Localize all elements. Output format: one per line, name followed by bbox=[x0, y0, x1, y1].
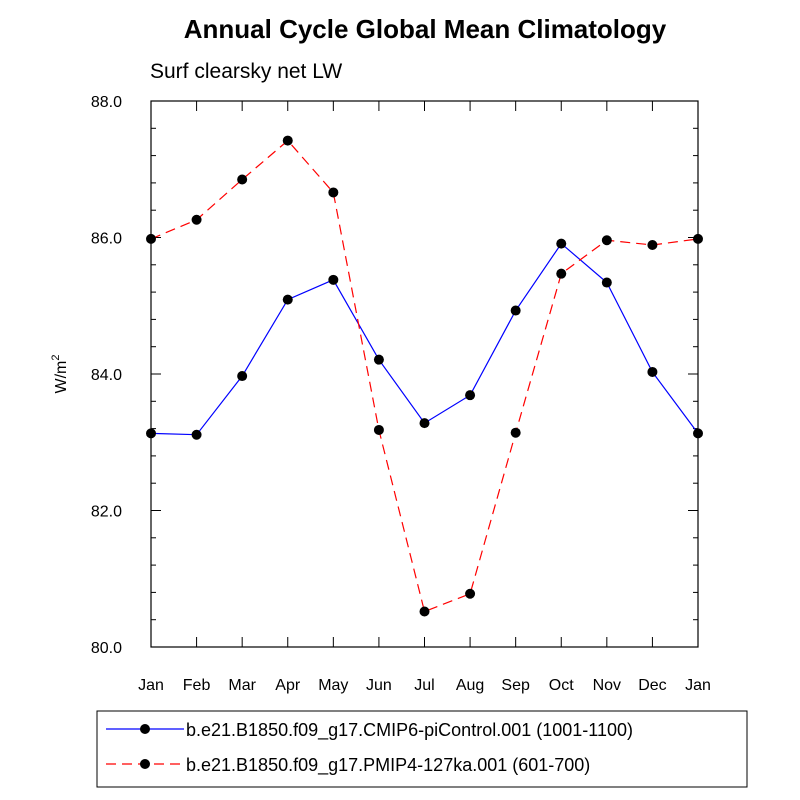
data-point bbox=[191, 214, 202, 225]
data-point bbox=[601, 277, 612, 288]
chart-title: Annual Cycle Global Mean Climatology bbox=[184, 14, 667, 44]
data-point bbox=[510, 305, 521, 316]
data-point bbox=[373, 424, 384, 435]
data-point bbox=[465, 588, 476, 599]
y-axis-label-text: W/m bbox=[53, 361, 70, 394]
chart-subtitle: Surf clearsky net LW bbox=[150, 60, 342, 83]
svg-text:W/m2: W/m2 bbox=[50, 355, 70, 394]
legend-swatch-marker-0 bbox=[140, 724, 150, 734]
series-layer bbox=[146, 135, 703, 617]
data-point bbox=[647, 240, 658, 251]
data-point bbox=[510, 427, 521, 438]
data-point bbox=[419, 418, 430, 429]
data-point bbox=[373, 354, 384, 365]
axis-ticks bbox=[150, 100, 699, 648]
data-point bbox=[556, 268, 567, 279]
y-tick-label: 84.0 bbox=[91, 367, 122, 384]
series-0 bbox=[146, 238, 703, 440]
legend-swatch-marker-1 bbox=[140, 759, 150, 769]
y-axis-label-superscript: 2 bbox=[50, 355, 62, 361]
x-tick-label: Jan bbox=[685, 677, 711, 694]
series-line-1 bbox=[150, 139, 699, 613]
data-point bbox=[465, 390, 476, 401]
x-tick-label: Apr bbox=[275, 677, 301, 694]
data-point bbox=[419, 606, 430, 617]
data-point bbox=[237, 174, 248, 185]
x-tick-label: Sep bbox=[501, 677, 530, 694]
x-tick-label: Nov bbox=[593, 677, 621, 694]
data-point bbox=[601, 235, 612, 246]
x-tick-label: Oct bbox=[549, 677, 574, 694]
x-tick-label: Jun bbox=[366, 677, 392, 694]
legend: b.e21.B1850.f09_g17.CMIP6-piControl.001 … bbox=[96, 710, 748, 788]
data-point bbox=[282, 294, 293, 305]
x-tick-label: Dec bbox=[638, 677, 666, 694]
x-tick-label: Mar bbox=[228, 677, 256, 694]
x-tick-label: May bbox=[318, 677, 348, 694]
x-tick-labels: Jan Feb Mar Apr May Jun Jul Aug Sep Oct Nov Dec Jan bbox=[138, 677, 711, 694]
y-tick-label: 88.0 bbox=[91, 94, 122, 111]
data-point bbox=[647, 366, 658, 377]
plot-frame bbox=[150, 100, 699, 648]
legend-label-0: b.e21.B1850.f09_g17.CMIP6-piControl.001 … bbox=[186, 720, 633, 741]
y-axis-label: W/m2 bbox=[50, 355, 70, 394]
data-point bbox=[328, 274, 339, 285]
y-tick-label: 86.0 bbox=[91, 231, 122, 248]
series-1 bbox=[146, 135, 703, 617]
x-tick-label: Jan bbox=[138, 677, 164, 694]
data-point bbox=[282, 135, 293, 146]
data-point bbox=[328, 187, 339, 198]
y-tick-label: 82.0 bbox=[91, 504, 122, 521]
legend-label-1: b.e21.B1850.f09_g17.PMIP4-127ka.001 (601… bbox=[186, 755, 590, 776]
y-tick-labels: 80.0 82.0 84.0 86.0 88.0 bbox=[91, 94, 122, 657]
data-point bbox=[191, 429, 202, 440]
x-tick-label: Jul bbox=[414, 677, 434, 694]
x-tick-label: Aug bbox=[456, 677, 484, 694]
data-point bbox=[556, 238, 567, 249]
series-line-0 bbox=[150, 242, 699, 436]
legend-box bbox=[96, 710, 748, 788]
x-tick-label: Feb bbox=[183, 677, 211, 694]
y-tick-label: 80.0 bbox=[91, 640, 122, 657]
data-point bbox=[237, 371, 248, 382]
